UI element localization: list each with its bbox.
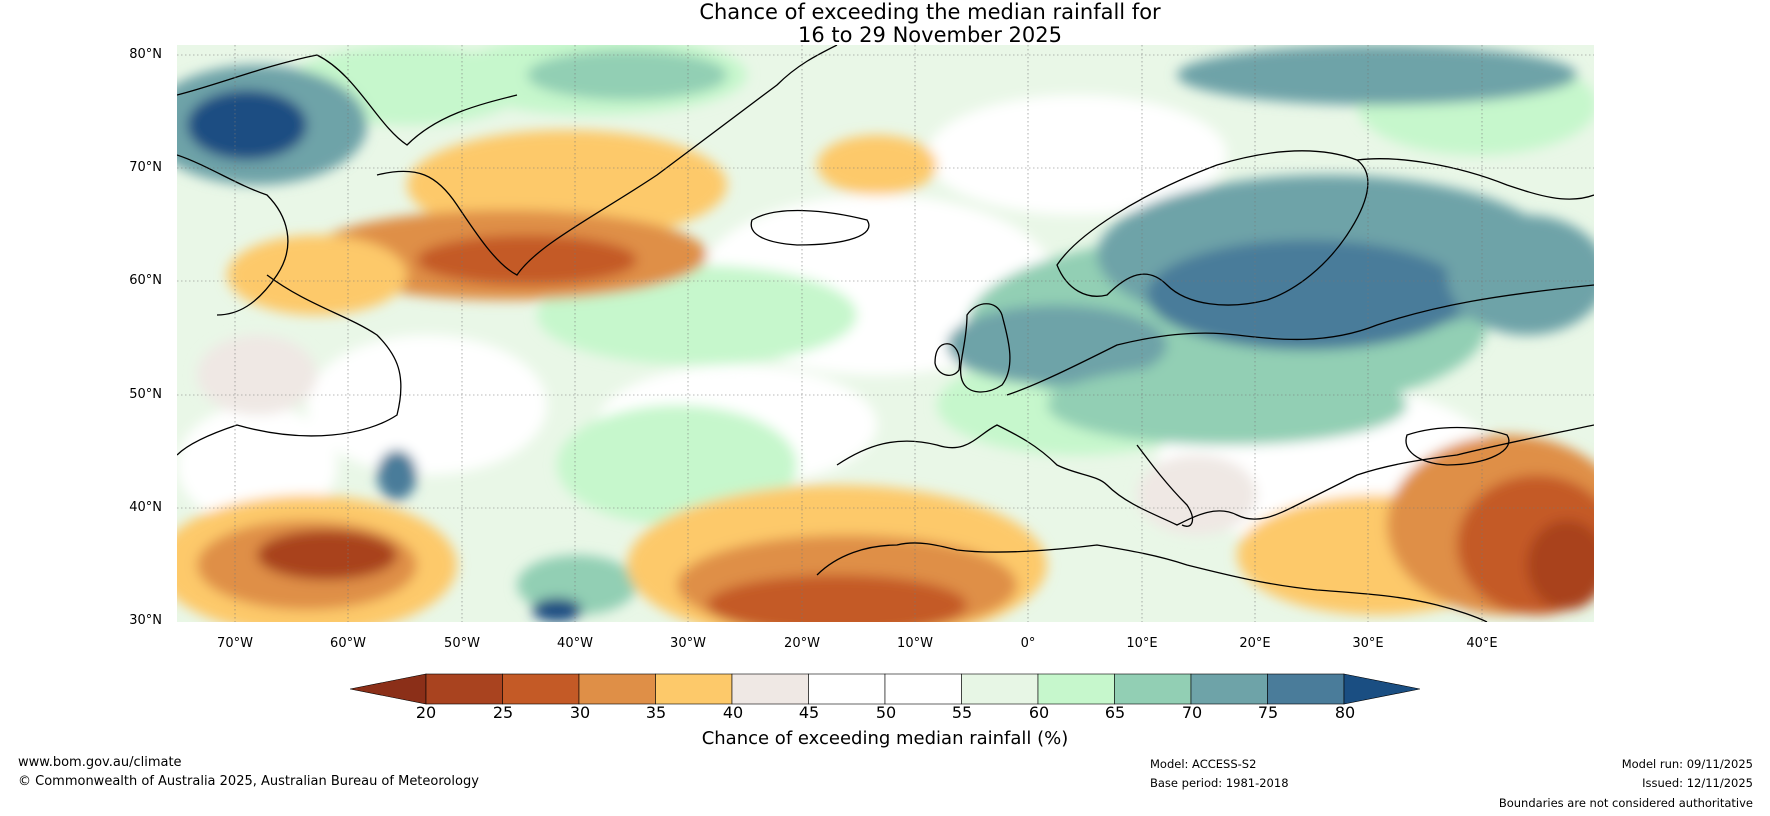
colorbar-tick-35: 35 [645,703,667,722]
lon-label-30w: 30°W [670,636,706,651]
lon-label-30e: 30°E [1352,636,1384,651]
lon-label-20w: 20°W [784,636,820,651]
colorbar-tick-75: 75 [1257,703,1279,722]
footer-issued: Issued: 12/11/2025 [1642,776,1753,790]
colorbar-segment [425,673,503,705]
colorbar-tick-30: 30 [569,703,591,722]
colorbar-tick-50: 50 [875,703,897,722]
colorbar-tick-60: 60 [1028,703,1050,722]
colorbar-segment [502,673,580,705]
lon-label-60w: 60°W [330,636,366,651]
footer-model-run: Model run: 09/11/2025 [1621,757,1753,771]
lon-label-10e: 10°E [1126,636,1158,651]
colorbar-tick-20: 20 [415,703,437,722]
lon-label-40e: 40°E [1466,636,1498,651]
colorbar-tick-65: 65 [1104,703,1126,722]
colorbar-tick-25: 25 [492,703,514,722]
colorbar-tick-45: 45 [798,703,820,722]
colorbar-tick-70: 70 [1181,703,1203,722]
footer-base-period: Base period: 1981-2018 [1150,776,1289,790]
rainfall-probability-map [177,45,1594,622]
colorbar-tick-80: 80 [1334,703,1356,722]
colorbar-arrow-high [1343,673,1420,705]
lon-label-50w: 50°W [444,636,480,651]
colorbar-tick-40: 40 [722,703,744,722]
colorbar-label: Chance of exceeding median rainfall (%) [701,728,1069,749]
lat-label-60n: 60°N [129,273,162,288]
colorbar-segment [1037,673,1115,705]
lat-label-70n: 70°N [129,160,162,175]
colorbar-segment [884,673,962,705]
colorbar-segment [1114,673,1192,705]
footer-disclaimer: Boundaries are not considered authoritat… [1498,796,1753,810]
colorbar-segment [1267,673,1345,705]
colorbar-segment [1190,673,1268,705]
colorbar [350,673,1420,705]
footer-model: Model: ACCESS-S2 [1150,757,1257,771]
lat-label-80n: 80°N [129,47,162,62]
colorbar-segment [731,673,809,705]
lat-label-40n: 40°N [129,500,162,515]
colorbar-arrow-low [350,673,427,705]
colorbar-segment [578,673,656,705]
colorbar-segment [655,673,733,705]
colorbar-segment [961,673,1039,705]
colorbar-tick-55: 55 [951,703,973,722]
lat-label-30n: 30°N [129,613,162,628]
lat-label-50n: 50°N [129,387,162,402]
map-title-line1: Chance of exceeding the median rainfall … [699,0,1161,24]
lon-label-20e: 20°E [1239,636,1271,651]
footer-copyright: © Commonwealth of Australia 2025, Austra… [18,774,479,789]
lon-label-10w: 10°W [897,636,933,651]
colorbar-segment [808,673,886,705]
lon-label-40w: 40°W [557,636,593,651]
footer-website-link[interactable]: www.bom.gov.au/climate [18,755,182,770]
lon-label-70w: 70°W [217,636,253,651]
lon-label-0: 0° [1020,636,1036,651]
map-title-line2: 16 to 29 November 2025 [798,23,1062,47]
